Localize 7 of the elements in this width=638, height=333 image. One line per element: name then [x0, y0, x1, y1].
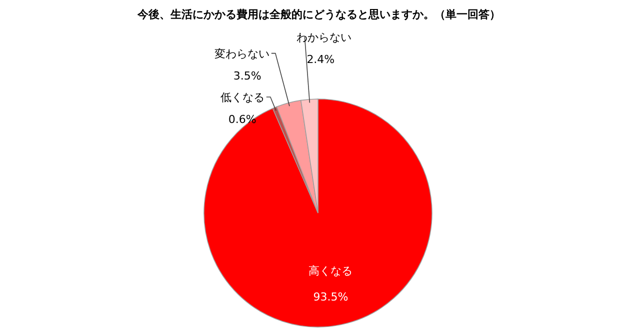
slice-label: 変わらない: [214, 47, 270, 60]
slice-label: わからない: [296, 30, 352, 44]
chart-title: 今後、生活にかかる費用は全般的にどうなると思いますか。（単一回答）: [136, 8, 500, 21]
data-label: 0.6%: [228, 112, 256, 126]
slice-label: 低くなる: [220, 90, 264, 104]
data-label: 3.5%: [233, 69, 262, 82]
data-label: 2.4%: [306, 52, 335, 66]
